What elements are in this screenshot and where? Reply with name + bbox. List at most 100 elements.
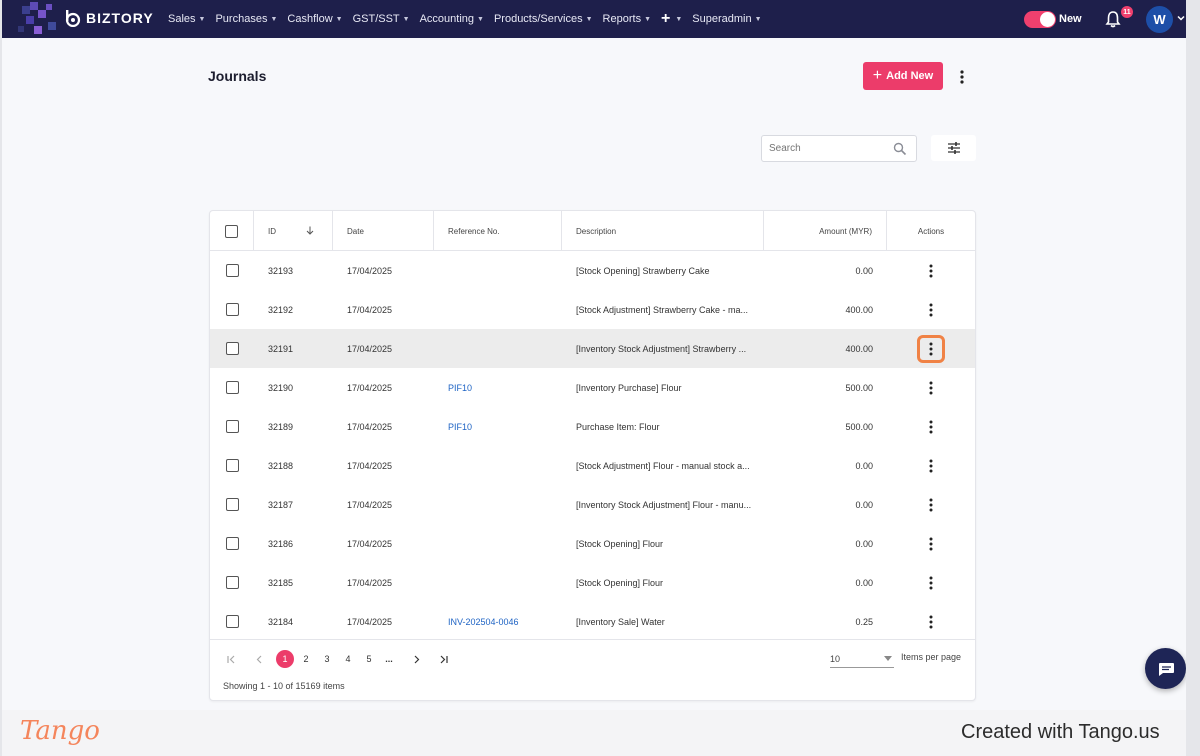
table-row[interactable]: 32188 17/04/2025 [Stock Adjustment] Flour … — [210, 446, 975, 485]
row-checkbox-cell — [210, 524, 254, 563]
nav-gst-sst[interactable]: GST/SST ▼ — [353, 13, 415, 25]
row-checkbox[interactable] — [225, 576, 239, 589]
select-all-checkbox[interactable] — [225, 224, 238, 238]
add-new-button[interactable]: + Add New — [863, 62, 943, 90]
more-options-icon[interactable] — [955, 68, 969, 86]
column-header-reference[interactable]: Reference No. — [434, 211, 562, 251]
column-label-id: ID — [268, 226, 276, 236]
next-page-icon[interactable] — [407, 650, 425, 668]
nav-reports[interactable]: Reports ▼ — [603, 13, 656, 25]
row-checkbox[interactable] — [225, 537, 239, 550]
row-actions-menu-icon[interactable] — [923, 612, 939, 632]
row-actions-cell — [887, 407, 975, 446]
sort-arrow-down-icon[interactable] — [306, 226, 314, 235]
row-actions-cell — [887, 485, 975, 524]
nav-reports-label: Reports — [602, 13, 642, 25]
row-actions-menu-icon[interactable] — [923, 495, 939, 515]
table-row[interactable]: 32187 17/04/2025 [Inventory Stock Adjustme… — [210, 485, 975, 524]
row-actions-menu-icon[interactable] — [917, 334, 945, 363]
row-actions-cell — [887, 524, 975, 563]
row-checkbox[interactable] — [225, 342, 239, 355]
cell-description: Purchase Item: Flour — [576, 421, 660, 432]
scroll-up-arrow-icon[interactable] — [1189, 42, 1197, 48]
search-input[interactable] — [761, 135, 917, 162]
cell-amount: 0.00 — [855, 265, 873, 276]
row-actions-menu-icon[interactable] — [923, 261, 939, 281]
cell-id-wrap: 32188 — [254, 446, 333, 485]
row-actions-menu-icon[interactable] — [923, 378, 939, 398]
page-button-5[interactable]: 5 — [366, 654, 372, 664]
showing-count: Showing 1 - 10 of 15169 items — [223, 681, 345, 691]
cell-id: 32184 — [268, 616, 294, 627]
row-actions-menu-icon[interactable] — [923, 417, 939, 437]
table-row[interactable]: 32184 17/04/2025 INV-202504-0046 [Inventory… — [210, 602, 975, 641]
nav-sales-label: Sales — [168, 13, 196, 25]
prev-page-icon[interactable] — [250, 650, 268, 668]
row-checkbox[interactable] — [225, 459, 239, 472]
page-button-4[interactable]: 4 — [345, 654, 351, 664]
cell-reference-wrap — [434, 251, 562, 290]
row-checkbox-cell — [210, 485, 254, 524]
table-row[interactable]: 32191 17/04/2025 [Inventory Stock Adjustme… — [210, 329, 975, 368]
cell-id: 32185 — [268, 577, 294, 588]
column-header-amount[interactable]: Amount (MYR) — [764, 211, 887, 251]
cell-reference[interactable]: PIF10 — [448, 382, 473, 393]
row-checkbox[interactable] — [225, 381, 239, 394]
table-row[interactable]: 32185 17/04/2025 [Stock Opening] Flour 0.00 — [210, 563, 975, 602]
row-actions-menu-icon[interactable] — [923, 534, 939, 554]
filter-button[interactable] — [931, 135, 976, 161]
chevron-down-icon[interactable] — [1177, 14, 1185, 22]
items-per-page-select[interactable]: 10 — [830, 650, 894, 668]
row-checkbox[interactable] — [225, 498, 239, 511]
cell-amount-wrap: 0.00 — [764, 251, 887, 290]
bell-icon[interactable] — [1105, 10, 1121, 28]
row-actions-menu-icon[interactable] — [923, 300, 939, 320]
cell-reference[interactable]: INV-202504-0046 — [448, 616, 519, 627]
cell-reference[interactable]: PIF10 — [448, 421, 473, 432]
page-ellipsis[interactable]: ... — [385, 654, 393, 664]
table-row[interactable]: 32192 17/04/2025 [Stock Adjustment] Strawb… — [210, 290, 975, 329]
scroll-down-arrow-icon[interactable] — [1189, 697, 1197, 703]
table-row[interactable]: 32193 17/04/2025 [Stock Opening] Strawberr… — [210, 251, 975, 290]
first-page-icon[interactable] — [222, 650, 240, 668]
row-actions-menu-icon[interactable] — [923, 456, 939, 476]
cell-amount: 0.00 — [855, 460, 873, 471]
search-icon[interactable] — [893, 142, 907, 156]
nav-superadmin[interactable]: Superadmin ▼ — [692, 13, 766, 25]
notification-badge: 11 — [1121, 6, 1133, 18]
cell-id-wrap: 32187 — [254, 485, 333, 524]
table-row[interactable]: 32190 17/04/2025 PIF10 [Inventory Purchase]… — [210, 368, 975, 407]
nav-cashflow[interactable]: Cashflow ▼ — [287, 13, 347, 25]
cell-id: 32189 — [268, 421, 294, 432]
table-row[interactable]: 32186 17/04/2025 [Stock Opening] Flour 0.00 — [210, 524, 975, 563]
scrollbar-thumb[interactable] — [1188, 57, 1198, 685]
column-header-description[interactable]: Description — [562, 211, 764, 251]
row-checkbox[interactable] — [225, 615, 239, 628]
cell-date-wrap: 17/04/2025 — [333, 446, 434, 485]
avatar[interactable]: W — [1146, 6, 1173, 33]
nav-products-services[interactable]: Products/Services ▼ — [494, 13, 598, 25]
nav-sales[interactable]: Sales ▼ — [168, 13, 210, 25]
new-ui-toggle-label: New — [1059, 13, 1082, 25]
page-button-3[interactable]: 3 — [324, 654, 330, 664]
column-header-date[interactable]: Date — [333, 211, 434, 251]
row-checkbox[interactable] — [225, 264, 239, 277]
cell-description-wrap: [Stock Adjustment] Flour - manual stock … — [562, 446, 764, 485]
nav-quick-add[interactable]: + ▼ — [661, 10, 687, 28]
table-row[interactable]: 32189 17/04/2025 PIF10 Purchase Item: Flour… — [210, 407, 975, 446]
page-button-2[interactable]: 2 — [303, 654, 309, 664]
column-header-id[interactable]: ID — [254, 211, 333, 251]
page-button-1[interactable]: 1 — [276, 650, 294, 668]
nav-purchases-label: Purchases — [215, 13, 268, 25]
nav-accounting[interactable]: Accounting ▼ — [420, 13, 489, 25]
nav-purchases[interactable]: Purchases ▼ — [215, 13, 282, 25]
chat-button[interactable] — [1145, 648, 1186, 689]
row-checkbox[interactable] — [225, 420, 239, 433]
cell-date: 17/04/2025 — [347, 577, 393, 588]
row-checkbox[interactable] — [225, 303, 239, 316]
last-page-icon[interactable] — [434, 650, 452, 668]
brand-logo[interactable]: BIZTORY — [64, 9, 154, 27]
cell-amount-wrap: 400.00 — [764, 329, 887, 368]
row-actions-menu-icon[interactable] — [923, 573, 939, 593]
new-ui-toggle[interactable] — [1024, 11, 1056, 28]
